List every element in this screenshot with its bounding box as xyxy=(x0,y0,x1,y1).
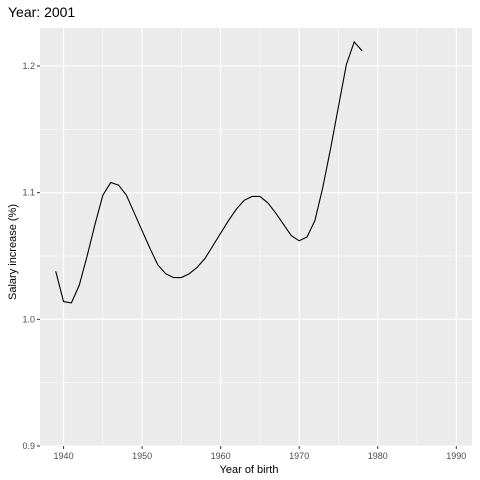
y-tick-label: 0.9 xyxy=(22,441,35,451)
x-tick-label: 1960 xyxy=(211,451,231,461)
x-axis-ticks: 1940 1950 1960 1970 1980 1990 xyxy=(54,446,466,461)
major-gridlines xyxy=(40,28,472,447)
plot-panel xyxy=(40,28,472,446)
y-axis-title: Salary increase (%) xyxy=(7,204,19,300)
y-tick-label: 1.1 xyxy=(22,188,35,198)
x-tick-label: 1990 xyxy=(446,451,466,461)
x-axis-title: Year of birth xyxy=(220,464,279,476)
chart-title: Year: 2001 xyxy=(8,4,75,20)
y-tick-label: 1.0 xyxy=(22,314,35,324)
y-tick-label: 1.2 xyxy=(22,61,35,71)
x-tick-label: 1940 xyxy=(54,451,74,461)
x-tick-label: 1970 xyxy=(289,451,309,461)
salary-increase-line xyxy=(55,40,363,304)
y-axis-ticks: 0.9 1.0 1.1 1.2 xyxy=(22,61,40,451)
x-tick-label: 1950 xyxy=(132,451,152,461)
x-tick-label: 1980 xyxy=(368,451,388,461)
minor-gridlines xyxy=(40,28,472,446)
